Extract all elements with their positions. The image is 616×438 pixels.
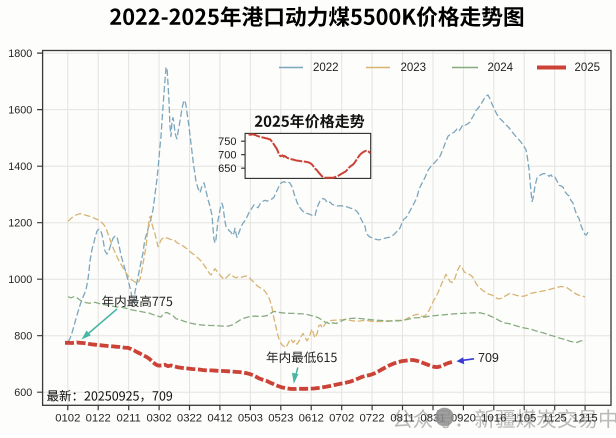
svg-text:0523: 0523 bbox=[268, 412, 293, 424]
svg-text:0412: 0412 bbox=[207, 412, 232, 424]
svg-text:1125: 1125 bbox=[543, 412, 567, 424]
svg-text:0722: 0722 bbox=[360, 412, 385, 424]
svg-text:2022: 2022 bbox=[313, 62, 339, 74]
svg-text:2024: 2024 bbox=[488, 62, 514, 74]
svg-text:0102: 0102 bbox=[55, 412, 80, 424]
svg-text:1400: 1400 bbox=[8, 161, 32, 173]
svg-text:0302: 0302 bbox=[147, 412, 172, 424]
svg-text:750: 750 bbox=[218, 136, 236, 148]
svg-text:650: 650 bbox=[218, 163, 236, 175]
svg-text:0612: 0612 bbox=[299, 412, 324, 424]
svg-text:1105: 1105 bbox=[512, 412, 536, 424]
svg-text:1000: 1000 bbox=[8, 274, 32, 286]
svg-text:1600: 1600 bbox=[8, 105, 32, 117]
svg-text:1800: 1800 bbox=[8, 48, 32, 60]
svg-text:0211: 0211 bbox=[117, 412, 141, 424]
svg-text:700: 700 bbox=[218, 150, 236, 162]
svg-text:0503: 0503 bbox=[238, 412, 263, 424]
svg-text:0920: 0920 bbox=[451, 412, 476, 424]
svg-text:1016: 1016 bbox=[481, 412, 506, 424]
svg-text:2023: 2023 bbox=[401, 62, 427, 74]
svg-text:600: 600 bbox=[14, 387, 32, 399]
svg-text:0811: 0811 bbox=[390, 412, 414, 424]
svg-text:0122: 0122 bbox=[86, 412, 111, 424]
svg-text:1200: 1200 bbox=[8, 218, 32, 230]
svg-text:0322: 0322 bbox=[177, 412, 202, 424]
svg-text:709: 709 bbox=[478, 351, 499, 365]
svg-text:2025: 2025 bbox=[575, 62, 601, 74]
svg-text:1215: 1215 bbox=[573, 412, 598, 424]
svg-text:800: 800 bbox=[14, 331, 32, 343]
svg-text:0702: 0702 bbox=[329, 412, 354, 424]
